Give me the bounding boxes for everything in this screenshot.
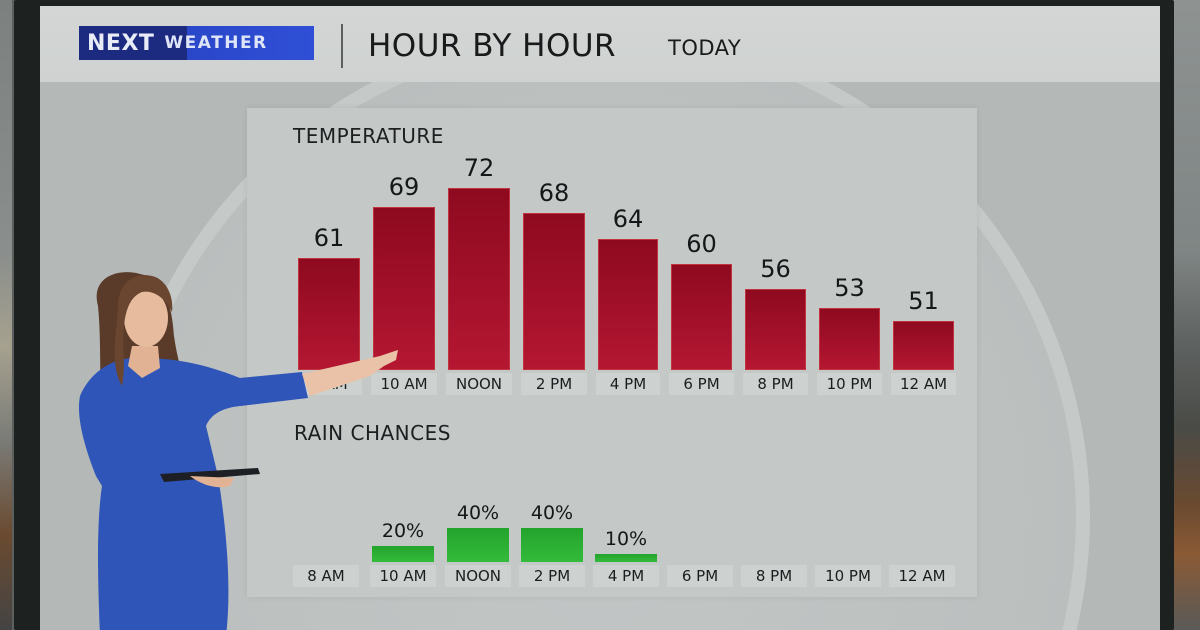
- rain-hour-label: 10 PM: [815, 565, 881, 587]
- temperature-value: 51: [908, 287, 939, 315]
- temperature-bar-group: 68: [523, 108, 585, 370]
- rain-chances-label: RAIN CHANCES: [294, 421, 451, 445]
- temperature-bar: [671, 264, 732, 370]
- header-divider: [341, 24, 343, 68]
- temperature-bar: [373, 207, 435, 370]
- temperature-bar-group: 60: [671, 108, 732, 370]
- rain-bar-group: 20%: [372, 108, 434, 562]
- rain-chance-value: 20%: [381, 520, 425, 542]
- temperature-bar-group: 53: [819, 108, 880, 370]
- temperature-bar-group: 56: [745, 108, 806, 370]
- logo-weather-text: WEATHER: [164, 33, 268, 53]
- rain-bar-group: [295, 108, 357, 562]
- temperature-hour-label: NOON: [446, 373, 512, 395]
- temperature-bar-group: 64: [598, 108, 658, 370]
- temperature-bar: [893, 321, 954, 370]
- studio-wall-left: [0, 0, 12, 630]
- temperature-hour-label: 4 PM: [596, 373, 660, 395]
- temperature-hour-label: 10 PM: [817, 373, 882, 395]
- temperature-value: 72: [463, 154, 495, 182]
- logo-next-text: NEXT: [87, 30, 155, 56]
- temperature-bar: [745, 289, 806, 370]
- rain-bar-group: 40%: [521, 108, 583, 562]
- rain-hour-label: 4 PM: [593, 565, 659, 587]
- header-bar: NEXT WEATHER HOUR BY HOUR TODAY: [40, 6, 1160, 82]
- rain-bar-group: 40%: [447, 108, 509, 562]
- rain-bar-group: [891, 108, 953, 562]
- rain-chance-value: 10%: [604, 528, 648, 550]
- rain-bar-group: [743, 108, 805, 562]
- rain-hour-label: 8 PM: [741, 565, 807, 587]
- rain-hour-label: 2 PM: [519, 565, 585, 587]
- monitor-bezel: NEXT WEATHER HOUR BY HOUR TODAY TEMPERAT…: [14, 0, 1174, 630]
- temperature-bar-group: 69: [373, 108, 435, 370]
- temperature-hour-label: 8 PM: [743, 373, 808, 395]
- rain-bar-group: [817, 108, 879, 562]
- weather-display: NEXT WEATHER HOUR BY HOUR TODAY TEMPERAT…: [40, 6, 1160, 630]
- next-weather-logo: NEXT WEATHER: [79, 26, 314, 60]
- rain-hour-label: 10 AM: [370, 565, 436, 587]
- temperature-hour-label: 2 PM: [521, 373, 587, 395]
- temperature-bar: [448, 188, 510, 370]
- temperature-value: 61: [313, 223, 345, 252]
- chart-panel: TEMPERATURE 61 8 AM 69 10 AM 72 NOON 68 2 PM 64 4…: [247, 108, 977, 597]
- rain-bar-group: [669, 108, 731, 562]
- rain-hour-label: 8 AM: [293, 565, 359, 587]
- rain-chance-value: 40%: [456, 502, 500, 524]
- temperature-bar-group: 72: [448, 108, 510, 370]
- temperature-value: 53: [834, 274, 865, 303]
- temperature-value: 69: [388, 173, 420, 201]
- temperature-value: 60: [686, 230, 717, 258]
- temperature-bar: [523, 213, 585, 370]
- page-title: HOUR BY HOUR: [368, 28, 617, 64]
- temperature-hour-label: 12 AM: [891, 373, 956, 395]
- temperature-bar-group: 51: [893, 108, 954, 370]
- rain-hour-label: NOON: [445, 565, 511, 587]
- temperature-value: 56: [760, 255, 791, 284]
- rain-hour-label: 6 PM: [667, 565, 733, 587]
- temperature-value: 64: [612, 204, 644, 233]
- rain-chance-bar: [372, 546, 434, 562]
- page-subtitle: TODAY: [668, 36, 742, 60]
- rain-chance-bar: [521, 528, 583, 562]
- temperature-value: 68: [538, 179, 570, 208]
- rain-bar-group: 10%: [595, 108, 657, 562]
- rain-chance-value: 40%: [530, 502, 574, 524]
- rain-chance-bar: [447, 528, 509, 562]
- temperature-bar: [819, 308, 880, 370]
- rain-hour-label: 12 AM: [889, 565, 955, 587]
- temperature-label: TEMPERATURE: [293, 124, 444, 148]
- temperature-bar: [598, 238, 658, 370]
- rain-chance-bar: [595, 554, 657, 562]
- temperature-hour-label: 6 PM: [669, 373, 734, 395]
